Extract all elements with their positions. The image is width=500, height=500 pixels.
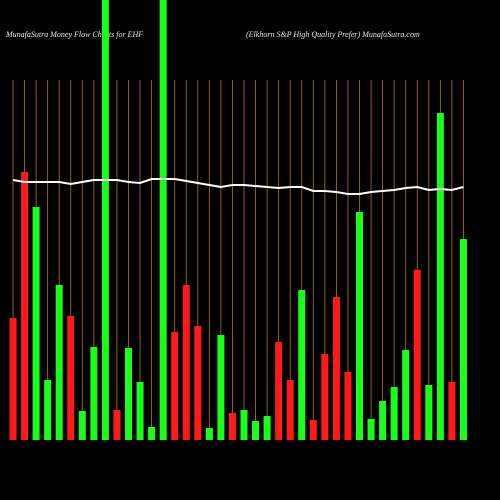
bar	[298, 290, 306, 440]
chart-subtitle: (Elkhorn S&P High Quality Prefer) Munafa…	[246, 30, 420, 39]
bar	[136, 382, 144, 440]
bar	[228, 413, 236, 440]
bar	[21, 172, 29, 440]
bar	[240, 410, 248, 440]
bar	[402, 350, 410, 440]
bar	[356, 212, 363, 440]
bar	[205, 428, 213, 440]
bar	[44, 380, 52, 440]
bar	[32, 207, 40, 440]
bar	[67, 316, 75, 440]
bar	[55, 285, 63, 440]
bar	[367, 419, 375, 440]
bar	[321, 354, 329, 440]
bar	[332, 297, 340, 440]
bar	[459, 239, 467, 440]
bar	[379, 401, 387, 440]
bar	[275, 342, 283, 440]
bar	[413, 270, 421, 440]
bar	[448, 382, 456, 440]
bar	[194, 326, 202, 440]
bar	[309, 420, 317, 440]
bar	[113, 410, 121, 440]
bar	[263, 416, 271, 440]
bar	[101, 0, 109, 440]
bar	[390, 387, 398, 440]
bar	[171, 332, 179, 440]
bar	[9, 318, 17, 440]
bar	[286, 380, 294, 440]
bar	[182, 285, 190, 440]
bar	[425, 385, 433, 440]
chart-title: MunafaSutra Money Flow Charts for EHF	[5, 30, 143, 39]
bar	[90, 347, 98, 440]
bar	[436, 113, 444, 440]
bar	[159, 0, 167, 440]
bar	[252, 421, 260, 440]
bar	[78, 411, 86, 440]
money-flow-line	[12, 178, 464, 195]
bar	[125, 348, 132, 440]
bar	[344, 372, 352, 440]
bar	[148, 427, 156, 440]
bar	[217, 335, 225, 440]
